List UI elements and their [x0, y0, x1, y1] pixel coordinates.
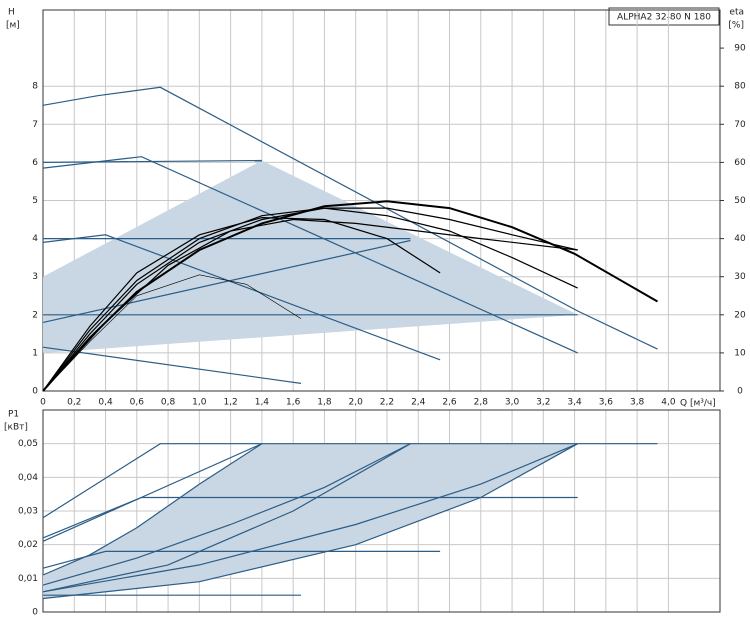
x-tick-label: 3,4: [567, 398, 582, 408]
x-tick-label: 2,8: [474, 398, 489, 408]
y2-tick-label: 70: [734, 120, 746, 130]
y2-tick-label: 30: [734, 272, 746, 282]
efficiency-curve: [42, 274, 302, 392]
chart-title: ALPHA2 32-80 N 180: [617, 13, 711, 23]
plot-frame: [42, 409, 721, 613]
shaded-region: [43, 160, 578, 353]
y2-tick-label: 90: [734, 44, 746, 54]
x-label: Q [м³/ч]: [680, 399, 716, 409]
title-box: [608, 7, 720, 26]
curve: [42, 234, 441, 361]
shaded-region: [43, 443, 578, 599]
x-tick-label: 1,4: [255, 398, 270, 408]
y-tick-label: 2: [32, 310, 38, 320]
x-tick-label: 1,0: [192, 398, 207, 408]
curve: [42, 346, 302, 384]
curve: [42, 550, 441, 569]
x-tick-label: 2,4: [411, 398, 426, 408]
curve: [42, 496, 578, 539]
efficiency-curve: [42, 207, 578, 392]
x-tick-label: 2,0: [349, 398, 364, 408]
y-label: P1: [8, 410, 19, 420]
y-tick-label: 0,05: [18, 439, 38, 449]
curve: [42, 443, 411, 593]
y2-tick-label: 0: [737, 387, 743, 397]
y2-tick-label: 40: [734, 234, 746, 244]
x-tick-label: 3,8: [630, 398, 645, 408]
y-unit: [м]: [6, 21, 20, 31]
x-tick-label: 1,8: [317, 398, 332, 408]
curve: [42, 443, 263, 576]
x-tick-label: 0,2: [67, 398, 81, 408]
curve: [42, 443, 578, 600]
y2-tick-label: 10: [734, 348, 746, 358]
x-tick-label: 1,2: [223, 398, 237, 408]
y2-tick-label: 20: [734, 310, 746, 320]
plot-frame: [42, 9, 721, 392]
y-tick-label: 1: [32, 348, 38, 358]
curve: [42, 86, 658, 350]
x-tick-label: 3,6: [599, 398, 614, 408]
x-tick-label: 1,6: [286, 398, 301, 408]
x-tick-label: 3,2: [536, 398, 550, 408]
y-unit: [кВт]: [4, 423, 28, 433]
x-tick-label: 4,0: [661, 398, 676, 408]
y2-label: eta: [729, 8, 744, 18]
x-tick-label: 3,0: [505, 398, 520, 408]
y-tick-label: 0,01: [18, 574, 38, 584]
x-tick-label: 0,6: [130, 398, 145, 408]
y2-tick-label: 60: [734, 158, 746, 168]
y-tick-label: 3: [32, 272, 38, 282]
x-tick-label: 2,6: [442, 398, 457, 408]
y-tick-label: 0,03: [18, 507, 38, 517]
efficiency-curve: [42, 207, 578, 392]
curve: [42, 443, 658, 519]
y2-tick-label: 80: [734, 82, 746, 92]
y-tick-label: 6: [32, 158, 38, 168]
curve: [42, 443, 411, 586]
curve: [42, 156, 578, 354]
curve: [42, 239, 411, 323]
y2-unit: [%]: [728, 21, 744, 31]
y-tick-label: 4: [32, 234, 38, 244]
efficiency-curve: [42, 200, 658, 392]
efficiency-curve: [42, 218, 578, 392]
curve: [42, 443, 263, 542]
y-tick-label: 0,04: [18, 473, 38, 483]
y-tick-label: 5: [32, 196, 38, 206]
y-tick-label: 0: [32, 387, 38, 397]
x-tick-label: 0,8: [161, 398, 176, 408]
x-tick-label: 0,4: [98, 398, 113, 408]
y2-tick-label: 50: [734, 196, 746, 206]
x-tick-label: 2,2: [380, 398, 394, 408]
x-tick-label: 0: [40, 398, 46, 408]
y-tick-label: 0,02: [18, 540, 38, 550]
y-label: H: [8, 8, 15, 18]
efficiency-curve: [42, 216, 441, 392]
y-tick-label: 8: [32, 82, 38, 92]
curve: [42, 159, 262, 163]
y-tick-label: 7: [32, 120, 38, 130]
y-tick-label: 0: [32, 608, 38, 618]
curve: [42, 443, 578, 593]
